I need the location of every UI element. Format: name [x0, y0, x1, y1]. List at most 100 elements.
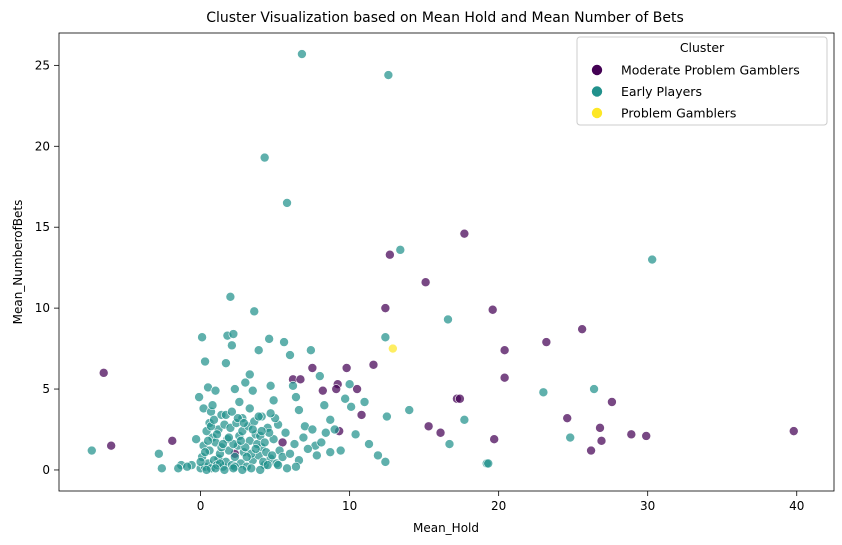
data-point	[244, 369, 255, 380]
data-point	[577, 324, 587, 334]
data-point	[319, 400, 330, 411]
data-point	[312, 450, 322, 461]
data-point	[230, 384, 240, 394]
data-point	[306, 345, 316, 356]
data-point	[234, 397, 245, 407]
data-point	[596, 436, 607, 446]
data-point	[209, 414, 219, 425]
data-point	[239, 418, 249, 428]
data-point	[228, 463, 239, 474]
data-point	[359, 397, 370, 407]
data-point	[291, 392, 301, 402]
data-point	[341, 363, 352, 373]
data-point	[538, 387, 549, 398]
data-point	[265, 381, 276, 391]
data-point	[385, 249, 395, 260]
data-point	[277, 437, 288, 448]
data-point	[383, 70, 394, 80]
data-point	[230, 452, 240, 462]
data-point	[316, 437, 327, 448]
data-point	[210, 385, 221, 396]
data-point	[279, 337, 289, 347]
plot-frame	[58, 32, 835, 492]
data-point	[607, 397, 617, 407]
data-point	[589, 384, 599, 394]
data-point	[227, 340, 237, 351]
legend-marker	[591, 64, 603, 76]
data-point	[420, 277, 431, 288]
data-point	[388, 343, 398, 354]
data-point	[499, 345, 510, 356]
data-point	[249, 306, 260, 317]
data-point	[487, 304, 498, 315]
data-point	[325, 414, 336, 425]
data-point	[250, 444, 261, 454]
data-point	[154, 448, 164, 459]
data-point	[285, 350, 295, 360]
data-point	[227, 406, 237, 417]
data-point	[182, 461, 192, 472]
data-point	[395, 245, 406, 255]
data-point	[562, 413, 573, 423]
data-point	[335, 445, 346, 456]
data-point	[194, 392, 204, 402]
data-point	[350, 429, 361, 440]
y-tick-label: 25	[35, 58, 50, 72]
data-point	[489, 434, 499, 445]
data-point	[228, 329, 239, 339]
data-point	[282, 198, 292, 208]
data-point	[244, 403, 255, 414]
data-point	[373, 450, 383, 461]
data-point	[315, 371, 325, 381]
data-point	[253, 345, 264, 356]
data-point	[225, 291, 236, 302]
data-point	[201, 465, 212, 475]
y-tick-label: 0	[42, 463, 50, 477]
data-point	[364, 439, 374, 449]
data-point	[459, 228, 470, 239]
data-point	[291, 461, 301, 472]
x-tick-label: 0	[197, 499, 205, 513]
data-point	[298, 432, 309, 443]
data-point	[210, 463, 221, 474]
data-point	[157, 463, 167, 474]
data-point	[404, 405, 415, 415]
x-tick-label: 20	[491, 499, 506, 513]
chart-title: Cluster Visualization based on Mean Hold…	[206, 10, 684, 26]
x-tick-label: 40	[789, 499, 804, 513]
y-tick-label: 20	[35, 139, 50, 153]
data-point	[380, 457, 391, 467]
legend-label: Moderate Problem Gamblers	[621, 63, 800, 78]
data-point	[340, 393, 350, 404]
data-point	[219, 465, 230, 475]
data-point	[459, 414, 470, 425]
legend-box	[576, 36, 828, 126]
data-point	[356, 410, 367, 420]
data-point	[325, 447, 336, 457]
data-point	[307, 363, 318, 373]
data-point	[256, 426, 267, 436]
x-tick-label: 10	[342, 499, 357, 513]
data-point	[444, 439, 455, 449]
data-point	[295, 374, 306, 385]
data-point	[423, 421, 434, 432]
data-point	[499, 372, 510, 383]
data-point	[240, 377, 251, 388]
data-point	[541, 337, 552, 347]
data-point	[218, 439, 228, 449]
data-point	[443, 314, 453, 325]
data-point	[586, 445, 596, 456]
data-point	[264, 334, 274, 344]
data-point	[435, 427, 446, 438]
data-point	[197, 332, 207, 343]
data-point	[200, 356, 210, 367]
x-axis-ticks: 0 10 20 30 40	[197, 491, 804, 513]
data-point	[346, 402, 356, 412]
series-1	[86, 49, 657, 475]
points-layer	[86, 49, 799, 475]
legend: Cluster Moderate Problem Gamblers Early P…	[576, 36, 828, 126]
data-point	[303, 444, 313, 454]
data-point	[191, 434, 201, 445]
data-point	[247, 424, 258, 435]
data-point	[221, 358, 231, 368]
